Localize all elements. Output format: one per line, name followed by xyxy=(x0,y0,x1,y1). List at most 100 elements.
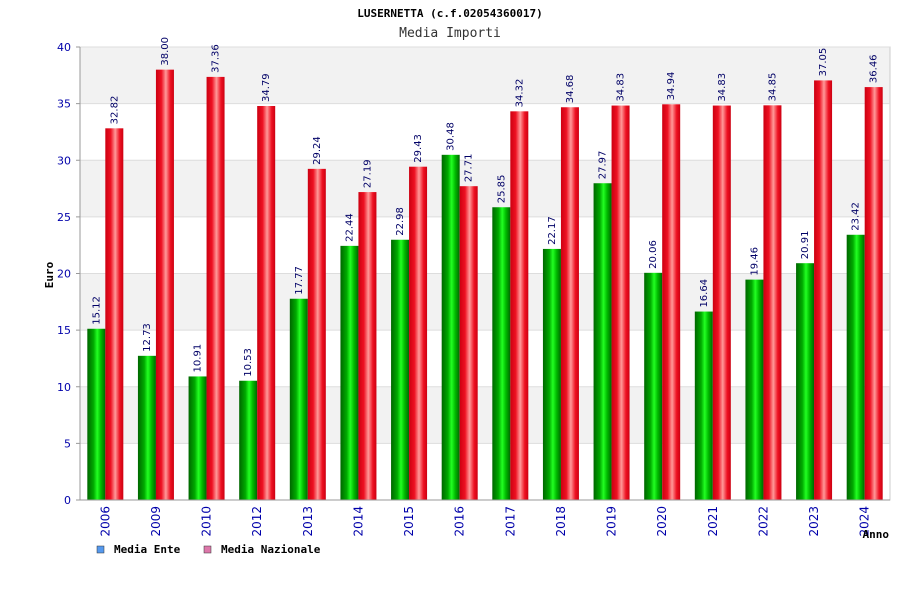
chart-title: LUSERNETTA (c.f.02054360017) xyxy=(357,7,542,20)
legend-label-ente: Media Ente xyxy=(114,543,181,556)
bar-ente-2019 xyxy=(593,183,612,500)
x-axis-ticks: 2006 2009 2010 2012 2013 2014 2015 2016 2017 2018… xyxy=(98,506,871,537)
data-labels-group: 15.12 32.82 12.73 38.00 10.91 37.36 10.53 34.79… xyxy=(91,37,879,377)
legend-swatch-nazionale xyxy=(203,545,212,554)
y-tick-label: 5 xyxy=(64,437,71,450)
data-label-ente-2022: 19.46 xyxy=(749,247,760,276)
data-label-ente-2024: 23.42 xyxy=(851,202,862,231)
x-tick-label: 2018 xyxy=(554,506,568,537)
y-tick-label: 0 xyxy=(64,494,71,507)
bar-ente-2010 xyxy=(188,376,207,500)
data-label-nazionale-2022: 34.85 xyxy=(767,73,778,102)
x-tick-label: 2009 xyxy=(149,506,163,537)
bars-group xyxy=(87,69,883,501)
x-tick-label: 2024 xyxy=(858,506,872,537)
data-label-ente-2016: 30.48 xyxy=(446,122,457,151)
x-tick-label: 2021 xyxy=(706,506,720,537)
x-tick-label: 2013 xyxy=(301,506,315,537)
bar-ente-2014 xyxy=(340,245,359,500)
bar-ente-2023 xyxy=(796,263,815,500)
data-label-nazionale-2015: 29.43 xyxy=(413,134,424,163)
data-label-ente-2010: 10.91 xyxy=(193,344,204,373)
bar-ente-2022 xyxy=(745,279,764,500)
y-tick-label: 35 xyxy=(57,98,71,111)
data-label-nazionale-2010: 37.36 xyxy=(211,44,222,73)
bar-nazionale-2006 xyxy=(105,128,124,500)
data-label-ente-2019: 27.97 xyxy=(598,151,609,180)
bar-ente-2018 xyxy=(542,248,561,500)
bar-ente-2020 xyxy=(644,272,663,500)
data-label-ente-2013: 17.77 xyxy=(294,266,305,295)
data-label-nazionale-2006: 32.82 xyxy=(109,96,120,125)
y-axis-ticks: 0 5 10 15 20 25 30 35 40 xyxy=(57,41,80,507)
bar-ente-2017 xyxy=(492,207,511,500)
legend: Media Ente Media Nazionale xyxy=(96,543,321,556)
bar-nazionale-2012 xyxy=(257,106,276,501)
x-axis-label: Anno xyxy=(863,528,890,541)
bar-ente-2016 xyxy=(441,154,460,500)
data-label-ente-2023: 20.91 xyxy=(800,231,811,260)
bar-nazionale-2018 xyxy=(560,107,579,501)
data-label-nazionale-2013: 29.24 xyxy=(312,136,323,165)
x-tick-label: 2016 xyxy=(453,506,467,537)
data-label-ente-2020: 20.06 xyxy=(648,240,659,269)
data-label-ente-2021: 16.64 xyxy=(699,279,710,308)
x-tick-label: 2012 xyxy=(250,506,264,537)
legend-swatch-ente xyxy=(96,545,105,554)
data-label-nazionale-2014: 27.19 xyxy=(362,159,373,188)
bar-nazionale-2020 xyxy=(662,104,681,500)
x-tick-label: 2019 xyxy=(605,506,619,537)
data-label-ente-2009: 12.73 xyxy=(142,323,153,352)
bar-nazionale-2014 xyxy=(358,192,377,501)
bar-nazionale-2016 xyxy=(459,186,478,500)
data-label-nazionale-2023: 37.05 xyxy=(818,48,829,77)
data-label-nazionale-2016: 27.71 xyxy=(464,154,475,183)
bar-ente-2009 xyxy=(137,355,156,500)
data-label-ente-2017: 25.85 xyxy=(496,175,507,204)
legend-label-nazionale: Media Nazionale xyxy=(221,543,321,556)
bar-ente-2006 xyxy=(87,328,106,500)
bar-ente-2024 xyxy=(846,234,865,500)
bar-nazionale-2019 xyxy=(611,105,630,501)
x-tick-label: 2010 xyxy=(200,506,214,537)
data-label-nazionale-2012: 34.79 xyxy=(261,73,272,102)
data-label-nazionale-2017: 34.32 xyxy=(514,79,525,108)
data-label-ente-2012: 10.53 xyxy=(243,348,254,377)
data-label-nazionale-2024: 36.46 xyxy=(869,54,880,83)
bar-nazionale-2021 xyxy=(712,105,731,501)
data-label-ente-2015: 22.98 xyxy=(395,207,406,236)
y-tick-label: 15 xyxy=(57,324,71,337)
bar-nazionale-2022 xyxy=(763,105,782,500)
bar-nazionale-2013 xyxy=(307,168,326,500)
bar-ente-2012 xyxy=(239,380,258,500)
bar-nazionale-2009 xyxy=(155,69,174,501)
y-tick-label: 25 xyxy=(57,211,71,224)
bar-nazionale-2023 xyxy=(814,80,833,500)
bar-ente-2015 xyxy=(391,239,410,500)
x-tick-label: 2022 xyxy=(756,506,770,537)
bar-ente-2021 xyxy=(694,311,713,500)
x-tick-label: 2020 xyxy=(655,506,669,537)
x-tick-label: 2015 xyxy=(402,506,416,537)
y-axis-label: Euro xyxy=(43,261,56,288)
y-tick-label: 30 xyxy=(57,154,71,167)
y-tick-label: 20 xyxy=(57,268,71,281)
data-label-nazionale-2019: 34.83 xyxy=(616,73,627,102)
x-tick-label: 2006 xyxy=(98,506,112,537)
data-label-nazionale-2021: 34.83 xyxy=(717,73,728,102)
data-label-ente-2018: 22.17 xyxy=(547,216,558,245)
bar-nazionale-2024 xyxy=(864,87,883,500)
bar-ente-2013 xyxy=(289,298,308,500)
x-tick-label: 2023 xyxy=(807,506,821,537)
y-tick-label: 40 xyxy=(57,41,71,54)
data-label-nazionale-2020: 34.94 xyxy=(666,72,677,101)
bar-nazionale-2015 xyxy=(409,166,428,500)
data-label-nazionale-2018: 34.68 xyxy=(565,75,576,104)
y-tick-label: 10 xyxy=(57,381,71,394)
data-label-ente-2006: 15.12 xyxy=(91,296,102,325)
x-tick-label: 2017 xyxy=(503,506,517,537)
data-label-ente-2014: 22.44 xyxy=(344,213,355,242)
bar-nazionale-2017 xyxy=(510,111,529,501)
bar-nazionale-2010 xyxy=(206,76,225,500)
